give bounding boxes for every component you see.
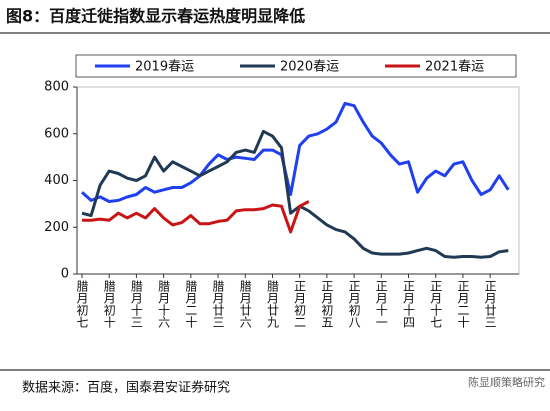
- y-tick-label: 400: [44, 173, 69, 188]
- x-tick-label: 腊月十三: [129, 280, 143, 328]
- x-tick-label: 腊月廿三: [211, 280, 225, 328]
- x-tick-label: 腊月廿九: [265, 280, 279, 329]
- x-tick-label: 正月十七: [429, 280, 443, 328]
- series-line: [80, 101, 510, 203]
- series-line: [82, 200, 310, 234]
- legend-label: 2020春运: [280, 60, 339, 75]
- x-tick-label: 腊月初七: [75, 280, 89, 328]
- x-tick-label: 正月十四: [402, 280, 416, 328]
- y-tick-label: 0: [61, 267, 69, 282]
- y-tick-label: 600: [44, 126, 69, 141]
- source: 数据来源：百度，国泰君安证券研究: [22, 380, 230, 396]
- x-tick-label: 正月十一: [374, 280, 388, 328]
- x-tick-label: 腊月廿六: [238, 280, 252, 328]
- x-tick-label: 正月初八: [347, 280, 361, 328]
- x-tick-label: 腊月十六: [157, 280, 171, 328]
- x-tick-label: 正月初二: [293, 280, 307, 328]
- legend-label: 2019春运: [135, 60, 194, 75]
- legend-box: [75, 54, 517, 78]
- x-tick-label: 正月廿三: [483, 280, 497, 328]
- legend-label: 2021春运: [425, 60, 484, 75]
- y-tick-label: 800: [44, 80, 69, 95]
- y-tick-label: 200: [44, 220, 69, 235]
- plot-frame: [76, 86, 520, 275]
- x-tick-label: 腊月初十: [102, 280, 116, 328]
- chart-title: 图8：百度迁徙指数显示春运热度明显降低: [6, 7, 305, 26]
- x-tick-label: 正月初五: [320, 280, 334, 328]
- x-tick-label: 腊月二十: [184, 280, 198, 328]
- series-line: [81, 129, 509, 259]
- watermark: 陈显顺策略研究: [468, 375, 545, 389]
- x-tick-label: 正月二十: [456, 280, 470, 328]
